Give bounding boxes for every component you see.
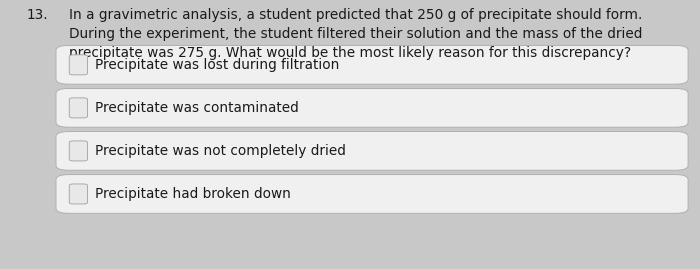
FancyBboxPatch shape xyxy=(69,55,88,75)
FancyBboxPatch shape xyxy=(56,45,688,84)
Text: In a gravimetric analysis, a student predicted that 250 g of precipitate should : In a gravimetric analysis, a student pre… xyxy=(69,8,642,60)
FancyBboxPatch shape xyxy=(56,175,688,213)
Text: Precipitate was not completely dried: Precipitate was not completely dried xyxy=(95,144,346,158)
Text: 13.: 13. xyxy=(27,8,48,22)
FancyBboxPatch shape xyxy=(69,141,88,161)
Text: Precipitate had broken down: Precipitate had broken down xyxy=(95,187,291,201)
FancyBboxPatch shape xyxy=(56,132,688,170)
FancyBboxPatch shape xyxy=(69,98,88,118)
FancyBboxPatch shape xyxy=(56,89,688,127)
FancyBboxPatch shape xyxy=(69,184,88,204)
Text: Precipitate was lost during filtration: Precipitate was lost during filtration xyxy=(95,58,340,72)
Text: Precipitate was contaminated: Precipitate was contaminated xyxy=(95,101,299,115)
